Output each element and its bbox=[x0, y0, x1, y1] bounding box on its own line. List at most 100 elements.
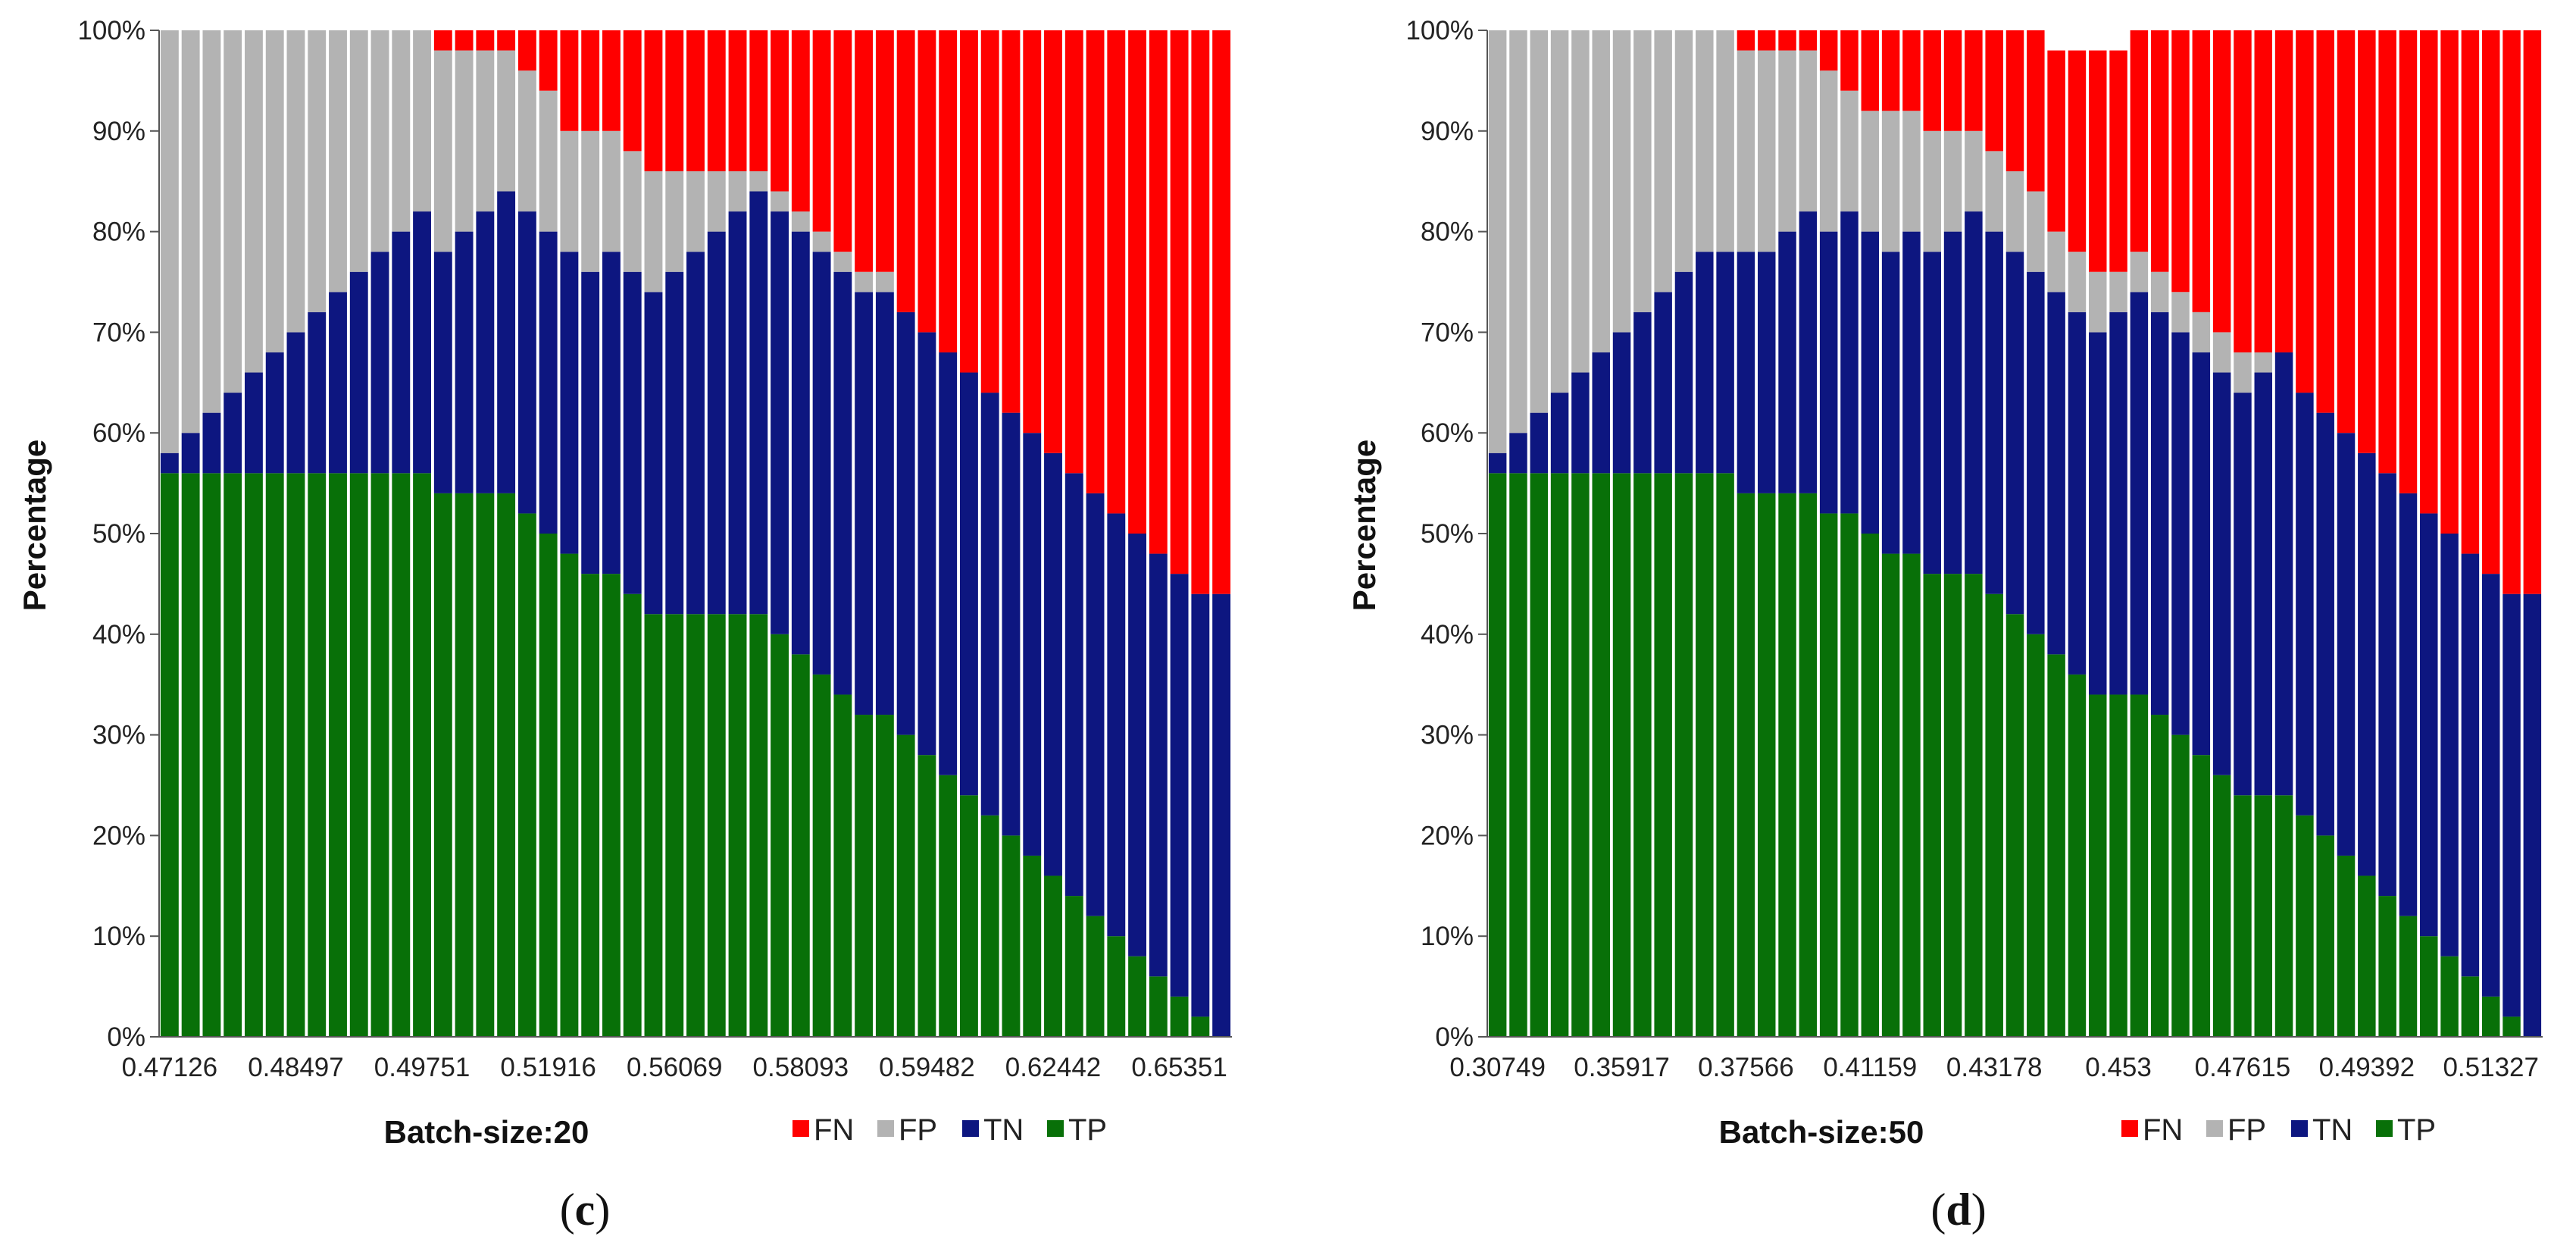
bar-tp-c-26 bbox=[686, 614, 705, 1037]
bar-fn-d-40 bbox=[2296, 30, 2314, 393]
bar-tp-d-5 bbox=[1571, 473, 1590, 1037]
bar-tn-d-24 bbox=[1965, 211, 1983, 574]
bar-fn-d-28 bbox=[2047, 50, 2065, 232]
bar-fp-c-6 bbox=[265, 30, 284, 352]
bar-fn-d-44 bbox=[2378, 30, 2396, 474]
bar-fp-c-14 bbox=[433, 50, 452, 252]
bar-tp-d-20 bbox=[1881, 553, 1900, 1037]
bar-tp-d-23 bbox=[1943, 574, 1962, 1037]
x-tick-label-c-7: 0.59482 bbox=[879, 1053, 975, 1082]
y-tick-label-d-100: 100% bbox=[1405, 16, 1474, 45]
bar-fn-c-49 bbox=[1170, 30, 1189, 574]
bar-tp-c-33 bbox=[833, 694, 852, 1037]
bar-tp-c-8 bbox=[308, 473, 327, 1037]
bar-tn-d-18 bbox=[1840, 211, 1859, 514]
bar-tp-d-39 bbox=[2274, 795, 2293, 1037]
bar-tn-c-7 bbox=[286, 332, 305, 474]
bar-tp-c-9 bbox=[329, 473, 347, 1037]
bar-tp-c-50 bbox=[1191, 1016, 1210, 1037]
y-tick-label-d-50: 50% bbox=[1421, 519, 1474, 549]
legend-label-fp-d: FP bbox=[2227, 1113, 2266, 1147]
bar-tn-d-47 bbox=[2440, 534, 2459, 956]
legend-label-tp-d: TP bbox=[2397, 1113, 2436, 1147]
bar-fn-d-17 bbox=[1819, 30, 1838, 71]
bar-fp-d-29 bbox=[2068, 252, 2087, 312]
bar-tp-d-28 bbox=[2047, 654, 2065, 1037]
bar-fp-c-23 bbox=[623, 151, 642, 272]
bar-fp-d-33 bbox=[2150, 271, 2169, 312]
bar-tn-c-8 bbox=[308, 312, 327, 474]
x-tick-label-c-2: 0.48497 bbox=[248, 1053, 344, 1082]
bar-fp-c-30 bbox=[771, 191, 789, 212]
bar-tn-c-26 bbox=[686, 252, 705, 615]
bar-fn-c-29 bbox=[749, 30, 768, 171]
panel-letter-c: c bbox=[575, 1185, 596, 1235]
bar-tn-d-2 bbox=[1509, 433, 1527, 474]
bar-tn-c-42 bbox=[1023, 433, 1042, 856]
x-axis-title-c: Batch-size:20 bbox=[384, 1114, 589, 1150]
y-axis-ticks-d: 0% 10% 20% 30% 40% 50% 60% 70% 80% 90% 100% bbox=[1405, 16, 1487, 1052]
bar-fn-d-23 bbox=[1943, 30, 1962, 131]
bar-tn-c-46 bbox=[1107, 513, 1126, 937]
y-tick-label-c-20: 20% bbox=[92, 821, 145, 850]
bar-tp-c-29 bbox=[749, 614, 768, 1037]
bar-tp-c-38 bbox=[939, 775, 958, 1037]
bar-fn-d-34 bbox=[2171, 30, 2190, 293]
bar-tn-c-16 bbox=[476, 211, 495, 493]
bar-tn-d-34 bbox=[2171, 332, 2190, 735]
bar-tn-c-5 bbox=[245, 372, 263, 474]
panel-label-c: (c) bbox=[560, 1185, 611, 1235]
bar-tp-c-35 bbox=[875, 715, 894, 1037]
plot-area-d bbox=[1487, 30, 2543, 1038]
bar-fn-c-38 bbox=[939, 30, 958, 352]
bar-tp-c-7 bbox=[286, 473, 305, 1037]
plot-area-c bbox=[158, 30, 1232, 1038]
chart-panel-d: 0% 10% 20% 30% 40% 50% 60% 70% 80% 90% 100% 0.3074… bbox=[1346, 16, 2543, 1235]
bar-fn-c-15 bbox=[455, 30, 474, 51]
bar-tn-c-6 bbox=[265, 352, 284, 474]
bar-tp-d-42 bbox=[2337, 855, 2356, 1037]
bar-fp-d-24 bbox=[1965, 130, 1983, 212]
bar-fp-d-27 bbox=[2027, 191, 2045, 272]
bar-tn-d-44 bbox=[2378, 473, 2396, 897]
x-tick-label-c-5: 0.56069 bbox=[627, 1053, 723, 1082]
y-tick-label-d-0: 0% bbox=[1435, 1022, 1474, 1052]
bar-tn-d-51 bbox=[2523, 593, 2542, 1037]
bar-tp-d-43 bbox=[2358, 875, 2376, 1037]
bar-fp-c-13 bbox=[413, 30, 431, 212]
x-tick-label-c-1: 0.47126 bbox=[122, 1053, 218, 1082]
bar-tn-d-13 bbox=[1737, 252, 1755, 493]
x-tick-label-d-3: 0.37566 bbox=[1698, 1053, 1794, 1082]
bar-fp-d-13 bbox=[1737, 50, 1755, 252]
bar-tp-c-47 bbox=[1128, 956, 1146, 1037]
y-tick-label-d-20: 20% bbox=[1421, 821, 1474, 850]
bar-tn-d-50 bbox=[2503, 593, 2521, 1017]
bar-tn-d-10 bbox=[1674, 271, 1693, 474]
bar-fp-c-1 bbox=[160, 30, 179, 453]
bar-tn-c-22 bbox=[602, 252, 621, 574]
bar-tp-d-10 bbox=[1674, 473, 1693, 1037]
bar-fn-d-31 bbox=[2109, 50, 2127, 272]
bar-fp-d-19 bbox=[1861, 111, 1880, 232]
bar-tp-d-47 bbox=[2440, 956, 2459, 1037]
bar-fn-c-14 bbox=[433, 30, 452, 51]
bar-tn-c-38 bbox=[939, 352, 958, 775]
bar-tn-c-14 bbox=[433, 252, 452, 493]
bar-tp-c-18 bbox=[517, 513, 536, 1037]
bar-fn-d-50 bbox=[2503, 30, 2521, 594]
bar-fp-c-31 bbox=[791, 211, 810, 232]
bar-fp-d-36 bbox=[2212, 332, 2231, 373]
bar-fn-c-45 bbox=[1086, 30, 1105, 493]
y-tick-label-d-60: 60% bbox=[1421, 418, 1474, 448]
bar-tn-d-14 bbox=[1757, 252, 1776, 493]
bar-tp-c-10 bbox=[349, 473, 368, 1037]
bar-tn-d-40 bbox=[2296, 393, 2314, 816]
bar-tn-d-22 bbox=[1923, 252, 1941, 574]
bar-tp-d-32 bbox=[2130, 694, 2149, 1037]
y-tick-label-d-40: 40% bbox=[1421, 620, 1474, 650]
bar-fp-c-24 bbox=[644, 171, 663, 293]
bar-tp-d-37 bbox=[2234, 795, 2252, 1037]
bar-tp-d-24 bbox=[1965, 574, 1983, 1037]
bar-fp-c-2 bbox=[181, 30, 200, 434]
bar-tn-d-1 bbox=[1488, 452, 1507, 474]
